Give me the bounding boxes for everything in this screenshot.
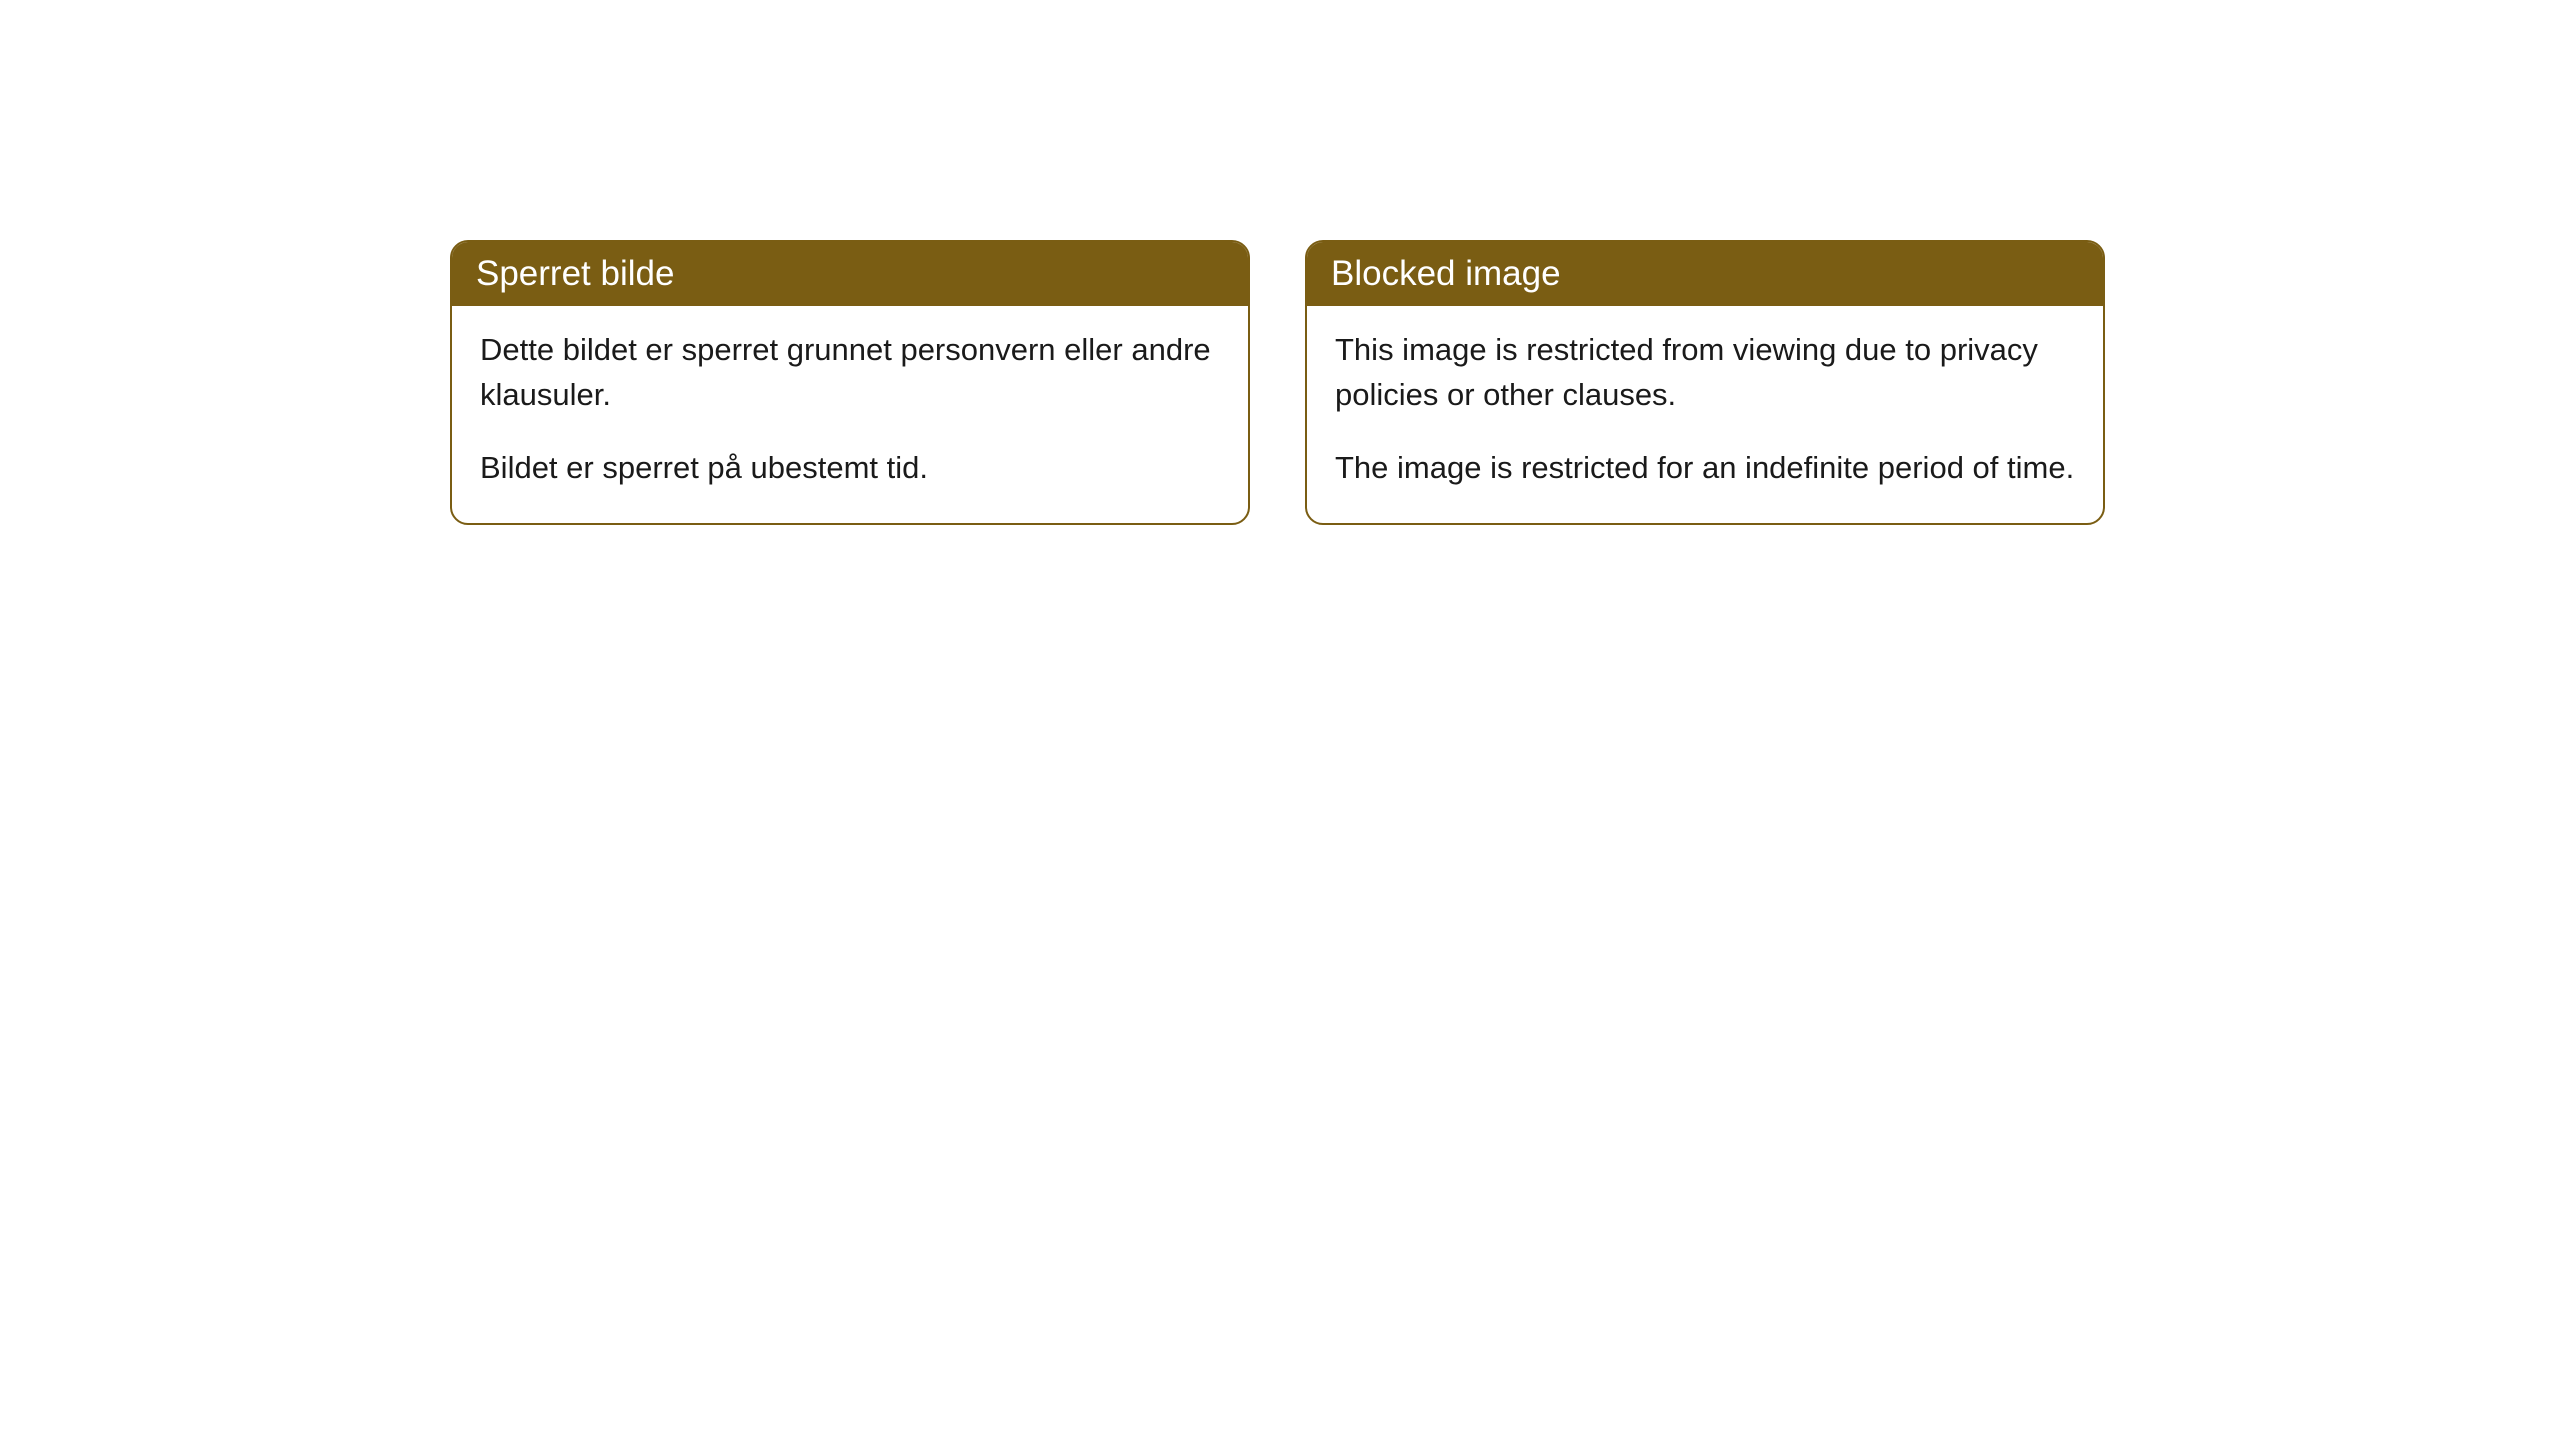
card-body: Dette bildet er sperret grunnet personve… (452, 306, 1248, 523)
notice-paragraph: This image is restricted from viewing du… (1335, 328, 2075, 418)
notice-paragraph: The image is restricted for an indefinit… (1335, 446, 2075, 491)
card-header: Sperret bilde (452, 242, 1248, 306)
notice-paragraph: Dette bildet er sperret grunnet personve… (480, 328, 1220, 418)
notice-container: Sperret bilde Dette bildet er sperret gr… (450, 240, 2560, 525)
notice-paragraph: Bildet er sperret på ubestemt tid. (480, 446, 1220, 491)
card-title: Blocked image (1331, 254, 1561, 293)
notice-card-english: Blocked image This image is restricted f… (1305, 240, 2105, 525)
notice-card-norwegian: Sperret bilde Dette bildet er sperret gr… (450, 240, 1250, 525)
card-header: Blocked image (1307, 242, 2103, 306)
card-title: Sperret bilde (476, 254, 674, 293)
card-body: This image is restricted from viewing du… (1307, 306, 2103, 523)
